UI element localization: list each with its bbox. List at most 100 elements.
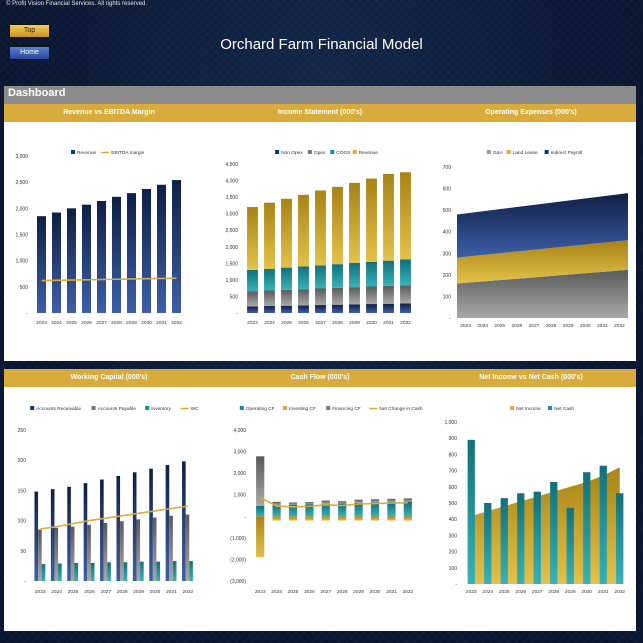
wc-bar [120, 521, 124, 581]
inc-bar-segment [298, 194, 309, 267]
ni-net-cash-bar [467, 439, 475, 584]
inc-bar-segment [332, 264, 343, 288]
wc-legend-label: Accounts Payable [98, 406, 137, 412]
inc-bar-segment [264, 306, 275, 313]
inc-xtick-label: 2026 [298, 320, 309, 326]
cf-xtick-label: 2023 [255, 589, 266, 595]
dashboard-label: Dashboard [8, 87, 66, 99]
wc-bar [149, 468, 153, 581]
top-button[interactable]: Top [9, 24, 50, 38]
cf-bar-segment [338, 503, 347, 517]
rev-legend-label: Revenue [77, 150, 97, 156]
inc-bar-segment [298, 289, 309, 306]
wc-bar [169, 515, 173, 581]
inc-bar-segment [349, 182, 360, 264]
ni-xtick-label: 2029 [565, 589, 576, 595]
wc-xtick-label: 2030 [150, 589, 161, 595]
ni-xtick-label: 2031 [598, 589, 609, 595]
cf-xtick-label: 2030 [370, 589, 381, 595]
wc-legend-swatch [30, 406, 35, 410]
wc-legend-label: Accounts Receivable [36, 406, 81, 412]
inc-legend-swatch [330, 150, 335, 154]
cf-ytick-label: 2,000 [233, 471, 246, 477]
wc-bar [189, 561, 193, 581]
ni-legend-swatch [510, 406, 515, 410]
opx-ytick-label: 100 [443, 294, 452, 300]
cf-legend-swatch [239, 406, 244, 410]
cf-xtick-label: 2024 [271, 589, 282, 595]
cf-bar-segment [321, 516, 330, 521]
inc-bar-segment [400, 303, 411, 313]
wc-bar [70, 526, 75, 581]
inc-xtick-label: 2032 [400, 320, 411, 326]
inc-legend-label: Opex [314, 150, 326, 156]
cf-bar-segment [272, 516, 281, 521]
opx-legend-swatch [544, 150, 549, 154]
ni-ytick-label: 400 [449, 517, 458, 523]
inc-bar-segment [366, 286, 377, 305]
wc-legend-swatch [145, 406, 150, 410]
inc-bar-segment [349, 304, 360, 313]
rev-bar [157, 184, 166, 313]
opx-legend-label: Land Lease [513, 150, 538, 156]
ni-xtick-label: 2026 [515, 589, 526, 595]
home-button[interactable]: Home [9, 46, 50, 60]
inc-bar-segment [247, 207, 258, 270]
opx-xtick-label: 2028 [546, 323, 557, 329]
opx-ytick-label: 500 [443, 208, 452, 214]
wc-bar [182, 461, 186, 581]
cf-bar-segment [387, 498, 396, 503]
rev-bar [82, 204, 91, 313]
cash-flow-chart-title: Cash Flow (000's) [290, 374, 350, 381]
inc-bar-segment [264, 202, 275, 269]
rev-xtick-label: 2031 [156, 320, 167, 326]
ni-ytick-label: 600 [449, 485, 458, 491]
inc-ytick-label: 500 [230, 294, 239, 300]
rev-ytick-label: 3,000 [15, 154, 28, 160]
inc-bar-segment [281, 198, 292, 268]
wc-xtick-label: 2031 [166, 589, 177, 595]
wc-bar [172, 561, 177, 581]
ni-ytick-label: 100 [449, 566, 458, 572]
inc-legend-swatch [307, 150, 312, 154]
row2-charts-canvas: - 50 100 150 200 250 2023 2024 2025 2026 2027 2028 2… [18, 406, 625, 595]
inc-legend-label: Non Opex [281, 150, 303, 156]
cf-bar-segment [256, 516, 265, 558]
opx-area-0 [457, 269, 628, 318]
inc-bar-segment [366, 261, 377, 287]
wc-ytick-label: 200 [18, 458, 27, 464]
ni-ytick-label: 900 [449, 436, 458, 442]
opx-ytick-label: - [449, 316, 451, 322]
ni-net-cash-bar [500, 498, 508, 584]
wc-bar [156, 561, 161, 581]
inc-bar-segment [247, 269, 258, 292]
rev-ytick-label: 1,500 [15, 233, 28, 239]
cf-bar-segment [272, 501, 281, 506]
cf-bar-segment [321, 503, 330, 517]
rev-xtick-label: 2030 [141, 320, 152, 326]
wc-bar [67, 486, 71, 581]
wc-bar [123, 562, 128, 581]
opx-xtick-label: 2029 [563, 323, 574, 329]
ni-xtick-label: 2030 [581, 589, 592, 595]
cf-legend-label: Financing CF [332, 406, 361, 412]
inc-bar-segment [264, 268, 275, 291]
rev-xtick-label: 2024 [51, 320, 62, 326]
rev-ebitda-line [41, 277, 177, 282]
rev-ytick-label: 2,500 [15, 180, 28, 186]
cf-bar-segment [387, 516, 396, 521]
wc-xtick-label: 2032 [182, 589, 193, 595]
wc-bar [54, 527, 59, 581]
cf-ytick-label: (1,000) [230, 536, 246, 542]
cf-bar-segment [305, 504, 314, 517]
cf-ytick-label: 1,000 [233, 493, 246, 499]
cf-bar-segment [354, 516, 363, 521]
inc-bar-segment [281, 289, 292, 306]
rev-ytick-label: 1,000 [15, 259, 28, 265]
rev-ytick-label: - [26, 311, 28, 317]
cf-legend-label: Investing CF [289, 406, 316, 412]
wc-ytick-label: 150 [18, 488, 27, 494]
inc-bar-segment [400, 285, 411, 304]
cf-legend-swatch [326, 406, 331, 410]
cf-bar-segment [288, 516, 298, 521]
